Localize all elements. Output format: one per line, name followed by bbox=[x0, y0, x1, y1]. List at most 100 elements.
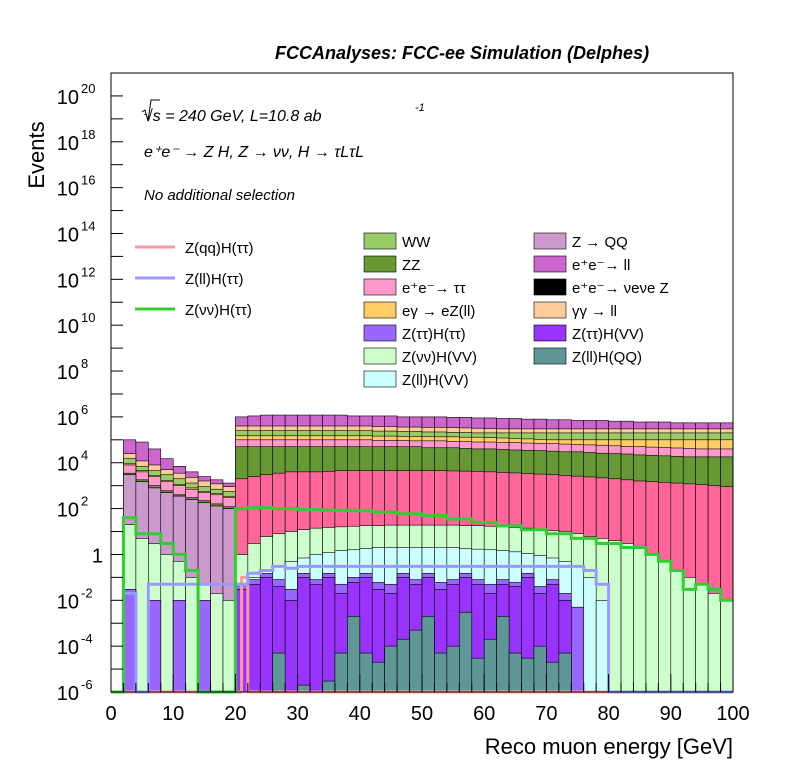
bar bbox=[658, 561, 672, 693]
y-tick-exponent: 12 bbox=[81, 264, 95, 279]
legend-swatch bbox=[533, 255, 567, 273]
bar bbox=[148, 599, 162, 693]
bar bbox=[521, 657, 535, 693]
y-tick-label: 10 bbox=[57, 87, 79, 109]
legend-label: γγ → ll bbox=[572, 303, 617, 320]
legend-label: Z(qq)H(ττ) bbox=[185, 240, 254, 257]
legend-swatch bbox=[533, 347, 567, 365]
bar bbox=[608, 540, 622, 693]
bar bbox=[471, 657, 485, 693]
legend-swatch bbox=[533, 278, 567, 296]
legend-swatch bbox=[533, 301, 567, 319]
y-tick-label: 10 bbox=[57, 683, 79, 705]
y-tick-label: 10 bbox=[57, 637, 79, 659]
bar bbox=[645, 554, 659, 693]
legend-swatch bbox=[363, 370, 397, 388]
bar bbox=[259, 577, 274, 693]
bar bbox=[322, 577, 336, 693]
legend-label: e⁺e⁻→ ττ bbox=[402, 280, 466, 297]
bar bbox=[434, 652, 448, 693]
y-tick-label: 10 bbox=[57, 270, 79, 292]
bar bbox=[459, 611, 473, 693]
bar bbox=[707, 593, 721, 693]
bar bbox=[570, 606, 585, 693]
x-tick-label: 60 bbox=[473, 703, 495, 725]
bar bbox=[172, 599, 186, 693]
legend-label: WW bbox=[402, 234, 431, 251]
legend-label: Z(νν)H(VV) bbox=[402, 349, 477, 366]
stack-layer bbox=[123, 414, 734, 693]
legend-label: Z(ττ)H(VV) bbox=[572, 326, 644, 343]
chart-title: FCCAnalyses: FCC-ee Simulation (Delphes) bbox=[275, 43, 649, 63]
legend-swatch bbox=[363, 347, 397, 365]
bar bbox=[222, 599, 236, 693]
x-tick-label: 70 bbox=[535, 703, 557, 725]
bar bbox=[272, 652, 286, 693]
bar bbox=[210, 593, 224, 693]
bar bbox=[695, 583, 709, 693]
bar bbox=[396, 638, 410, 693]
bar bbox=[546, 661, 560, 693]
y-tick-exponent: 16 bbox=[81, 173, 95, 188]
x-tick-label: 20 bbox=[224, 703, 246, 725]
y-tick-label: 10 bbox=[57, 316, 79, 338]
x-tick-label: 80 bbox=[597, 703, 619, 725]
bar bbox=[558, 652, 572, 693]
bar bbox=[483, 638, 497, 693]
bar bbox=[533, 645, 547, 693]
x-tick-label: 40 bbox=[349, 703, 371, 725]
bar bbox=[508, 652, 522, 693]
bar bbox=[421, 616, 435, 693]
y-tick-exponent: 8 bbox=[81, 356, 88, 371]
legend-label: Z(ττ)H(ττ) bbox=[402, 326, 466, 343]
bar bbox=[197, 599, 211, 693]
annotation-energy: √s = 240 GeV, L=10.8 ab bbox=[144, 108, 322, 125]
x-tick-label: 0 bbox=[105, 703, 116, 725]
y-tick-label: 10 bbox=[57, 500, 79, 522]
y-tick-exponent: 20 bbox=[81, 81, 95, 96]
bar bbox=[371, 661, 385, 693]
bar bbox=[496, 616, 510, 693]
legend-swatch bbox=[363, 232, 397, 250]
y-tick-label: 10 bbox=[57, 179, 79, 201]
bar bbox=[446, 645, 460, 693]
signal-line-z-h bbox=[111, 506, 733, 694]
y-tick-label: 10 bbox=[57, 133, 79, 155]
x-tick-label: 50 bbox=[411, 703, 433, 725]
bar bbox=[347, 616, 361, 693]
annotation-selection: No additional selection bbox=[144, 187, 295, 204]
y-tick-exponent: -4 bbox=[81, 631, 93, 646]
legend-swatch bbox=[533, 324, 567, 342]
legend-label: e⁺e⁻→ νeνe Z bbox=[572, 280, 669, 297]
y-tick-label: 10 bbox=[57, 362, 79, 384]
y-tick-label: 1 bbox=[92, 545, 103, 567]
legend-label: Z(ll)H(VV) bbox=[402, 372, 469, 389]
y-axis-label: Events bbox=[24, 121, 49, 188]
y-tick-exponent: 4 bbox=[81, 448, 88, 463]
annotation-process: e⁺e⁻ → Z H, Z → νν, H → τLτL bbox=[144, 144, 364, 161]
y-tick-exponent: 6 bbox=[81, 402, 88, 417]
legend-swatch bbox=[363, 301, 397, 319]
x-tick-label: 10 bbox=[162, 703, 184, 725]
x-tick-label: 100 bbox=[716, 703, 749, 725]
bar bbox=[135, 538, 149, 693]
legend-label: Z → QQ bbox=[572, 234, 628, 251]
y-tick-exponent: 14 bbox=[81, 218, 95, 233]
y-tick-label: 10 bbox=[57, 591, 79, 613]
annotation-energy-sup: -1 bbox=[415, 102, 425, 114]
y-tick-exponent: 18 bbox=[81, 127, 95, 142]
bar bbox=[334, 652, 348, 693]
y-tick-exponent: -6 bbox=[81, 677, 93, 692]
x-tick-label: 90 bbox=[660, 703, 682, 725]
bar bbox=[620, 543, 634, 693]
legend-label: Z(ll)H(QQ) bbox=[572, 349, 642, 366]
bar bbox=[309, 583, 323, 693]
legend-swatch bbox=[363, 278, 397, 296]
x-axis-label: Reco muon energy [GeV] bbox=[485, 734, 733, 759]
legend-label: eγ → eZ(ll) bbox=[402, 303, 475, 320]
sqrt-symbol bbox=[141, 99, 160, 122]
bar bbox=[359, 652, 373, 693]
bar bbox=[720, 599, 734, 693]
legend-label: Z(ll)H(ττ) bbox=[185, 271, 244, 288]
